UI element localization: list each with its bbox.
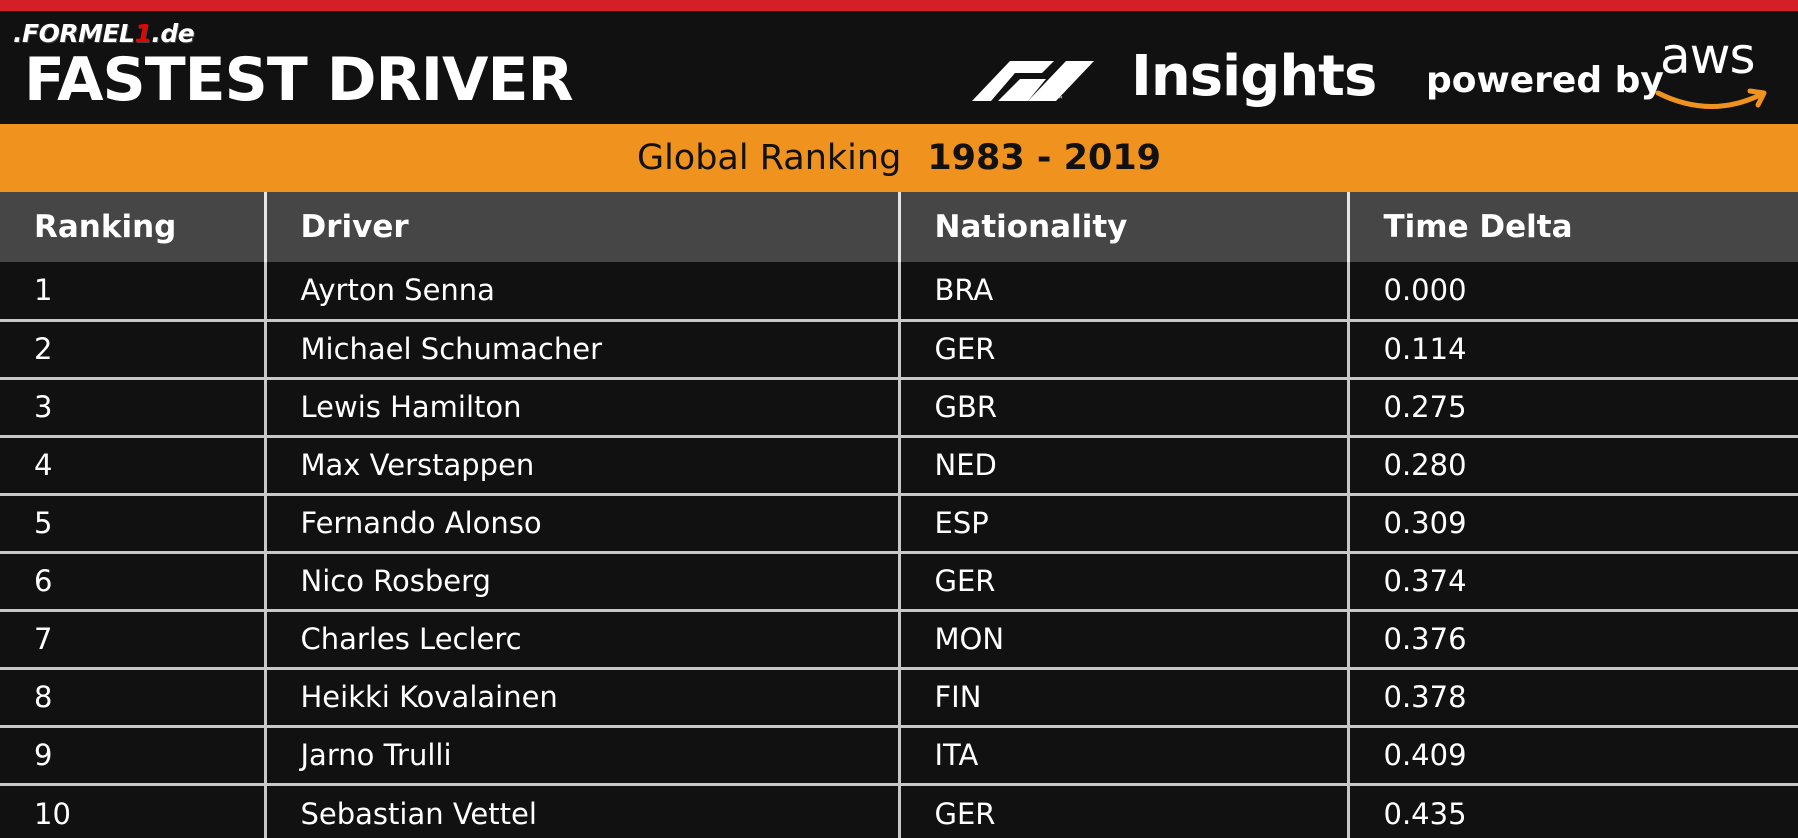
banner-years: 1983 - 2019 [927,138,1162,178]
driver-cell: Lewis Hamilton [263,376,899,436]
table-row: 6 Nico Rosberg GER 0.374 [0,550,1798,610]
nationality-cell: ESP [897,492,1348,552]
driver-cell: Ayrton Senna [263,262,899,320]
rank-cell: 9 [0,724,265,784]
delta-cell: 0.309 [1346,492,1798,552]
rank-cell: 8 [0,666,265,726]
header-driver: Driver [263,192,899,262]
nationality-cell: GER [897,782,1348,838]
table-row: 10 Sebastian Vettel GER 0.435 [0,782,1798,838]
nationality-cell: BRA [897,262,1348,320]
driver-cell: Sebastian Vettel [263,782,899,838]
aws-smile-icon [1655,88,1767,109]
rank-cell: 3 [0,376,265,436]
table-header-row: Ranking Driver Nationality Time Delta [0,192,1798,262]
header-nationality: Nationality [897,192,1348,262]
rank-cell: 2 [0,318,265,378]
formel1-logo[interactable]: .FORMEL 1 .de [13,14,195,52]
rank-cell: 10 [0,782,265,838]
delta-cell: 0.376 [1346,608,1798,668]
delta-cell: 0.114 [1346,318,1798,378]
driver-cell: Heikki Kovalainen [263,666,899,726]
top-stripe [0,0,1798,11]
global-ranking-banner: Global Ranking 1983 - 2019 [0,124,1798,192]
rank-cell: 6 [0,550,265,610]
rank-cell: 5 [0,492,265,552]
nationality-cell: GER [897,318,1348,378]
nationality-cell: GBR [897,376,1348,436]
delta-cell: 0.435 [1346,782,1798,838]
table-row: 5 Fernando Alonso ESP 0.309 [0,492,1798,552]
driver-cell: Max Verstappen [263,434,899,494]
rank-cell: 1 [0,262,265,320]
powered-by-label: powered by [1426,60,1664,101]
table-row: 2 Michael Schumacher GER 0.114 [0,318,1798,378]
page-title: FASTEST DRIVER [24,45,574,115]
header-ranking: Ranking [0,192,265,262]
delta-cell: 0.275 [1346,376,1798,436]
header: .FORMEL 1 .de FASTEST DRIVER ™ Insights po… [0,11,1798,124]
driver-cell: Jarno Trulli [263,724,899,784]
insights-wordmark: Insights [1131,44,1377,109]
rank-cell: 7 [0,608,265,668]
table-row: 8 Heikki Kovalainen FIN 0.378 [0,666,1798,726]
svg-text:™: ™ [1056,95,1064,103]
nationality-cell: GER [897,550,1348,610]
f1-logo-icon: ™ [972,61,1094,103]
rank-cell: 4 [0,434,265,494]
header-time-delta: Time Delta [1346,192,1798,262]
nationality-cell: ITA [897,724,1348,784]
formel1-logo-prefix: .FORMEL [13,18,135,48]
nationality-cell: MON [897,608,1348,668]
banner-label: Global Ranking [636,138,902,178]
formel1-logo-suffix: .de [151,18,195,48]
nationality-cell: NED [897,434,1348,494]
table-row: 1 Ayrton Senna BRA 0.000 [0,262,1798,320]
delta-cell: 0.000 [1346,262,1798,320]
driver-cell: Charles Leclerc [263,608,899,668]
table-row: 9 Jarno Trulli ITA 0.409 [0,724,1798,784]
formel1-logo-one: 1 [134,18,152,48]
nationality-cell: FIN [897,666,1348,726]
delta-cell: 0.280 [1346,434,1798,494]
delta-cell: 0.374 [1346,550,1798,610]
ranking-table: Ranking Driver Nationality Time Delta 1 … [0,192,1798,838]
table-row: 3 Lewis Hamilton GBR 0.275 [0,376,1798,436]
delta-cell: 0.409 [1346,724,1798,784]
table-row: 4 Max Verstappen NED 0.280 [0,434,1798,494]
delta-cell: 0.378 [1346,666,1798,726]
driver-cell: Nico Rosberg [263,550,899,610]
aws-logo-text: aws [1660,27,1756,85]
driver-cell: Fernando Alonso [263,492,899,552]
table-row: 7 Charles Leclerc MON 0.376 [0,608,1798,668]
driver-cell: Michael Schumacher [263,318,899,378]
